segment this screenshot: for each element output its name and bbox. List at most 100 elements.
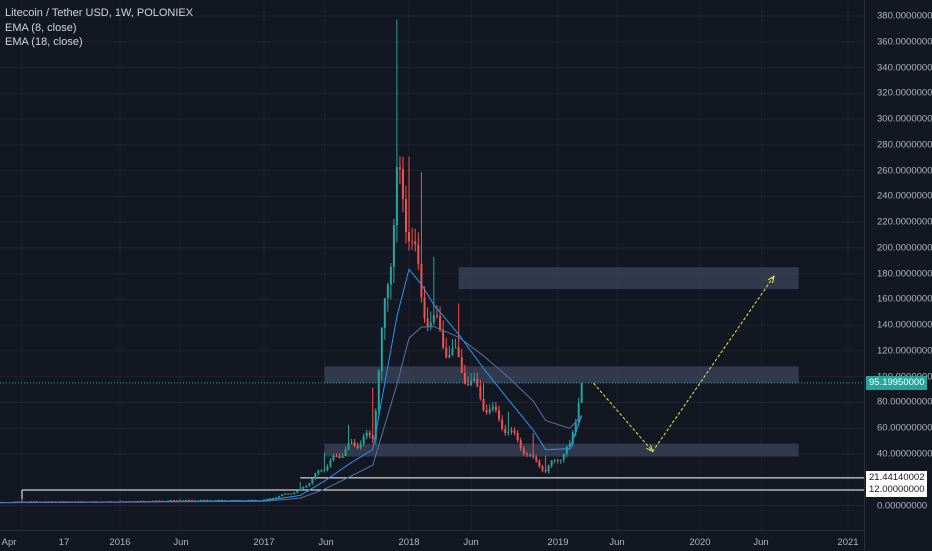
price-tick-label: 200.00000000 <box>877 242 932 254</box>
candle-body <box>374 410 377 440</box>
candle-body <box>221 499 223 501</box>
candle-body <box>392 225 395 267</box>
time-tick-label: 2021 <box>837 537 859 548</box>
candle-body <box>296 490 299 493</box>
price-tick-label: 360.00000000 <box>877 36 932 48</box>
candle-body <box>335 455 338 457</box>
candle-body <box>317 470 320 474</box>
candle-body <box>553 459 556 461</box>
horizontal-line-label: 21.44140002 <box>866 470 928 485</box>
candle-body <box>203 499 205 501</box>
candle-body <box>356 445 359 448</box>
candle-body <box>290 493 293 495</box>
candle-body <box>580 382 583 404</box>
ema-fast-indicator[interactable]: EMA (8, close) <box>5 21 77 34</box>
candle-body <box>494 406 497 411</box>
candle-body <box>275 497 278 499</box>
candle-body <box>371 435 374 440</box>
price-tick-label: 320.00000000 <box>877 87 932 99</box>
candle-body <box>200 500 202 502</box>
candle-body <box>408 231 410 242</box>
time-tick-label: 17 <box>58 537 70 548</box>
candle-body <box>565 446 568 454</box>
candle-body <box>426 318 429 327</box>
candle-body <box>368 432 371 436</box>
candle-body <box>338 456 341 458</box>
candle-body <box>314 473 317 479</box>
candle-body <box>395 167 398 226</box>
candle-body <box>308 483 311 486</box>
candle-body <box>380 328 383 371</box>
candle-body <box>420 263 423 298</box>
price-axis[interactable]: 380.00000000 360.00000000 340.00000000 320.… <box>864 0 932 550</box>
candle-body <box>491 406 494 410</box>
price-tick-label: 140.00000000 <box>877 319 932 331</box>
price-tick-label: 60.00000000 <box>877 422 932 434</box>
candle-body <box>218 499 220 501</box>
projection-arrowhead <box>646 444 654 453</box>
candle-body <box>173 500 175 502</box>
candle-body <box>541 466 544 471</box>
candle-body <box>323 469 326 471</box>
candle-body <box>454 347 457 349</box>
candle-body <box>206 499 208 501</box>
candle-body <box>516 432 519 441</box>
candle-body <box>504 428 507 434</box>
time-tick-label: 2019 <box>547 537 569 548</box>
candle-body <box>460 357 463 373</box>
symbol-title[interactable]: Litecoin / Tether USD, 1W, POLONIEX <box>5 7 194 19</box>
candle-body <box>341 456 344 458</box>
candle-body <box>442 329 445 348</box>
price-tick-label: 260.00000000 <box>877 165 932 177</box>
time-tick-label: 2018 <box>398 537 420 548</box>
candle-body <box>466 383 469 386</box>
candle-body <box>482 398 485 410</box>
candle-body <box>350 442 353 444</box>
ema-slow-indicator[interactable]: EMA (18, close) <box>5 36 83 48</box>
price-tick-label: 80.00000000 <box>877 396 932 408</box>
time-axis[interactable]: Apr 17 2016 Jun 2017 Jun 2018 Jun 2019 Jun 2020 Jun… <box>0 530 864 551</box>
candle-body <box>568 443 571 447</box>
price-tick-label: 300.00000000 <box>877 113 932 125</box>
candle-body <box>574 422 577 433</box>
price-tick-label: 380.00000000 <box>877 10 932 22</box>
candle-body <box>538 460 541 467</box>
price-tick-label: 220.00000000 <box>877 216 932 228</box>
candle-body <box>404 198 407 232</box>
time-tick-label: 2020 <box>689 537 711 548</box>
candle-body <box>191 500 193 502</box>
candle-body <box>155 500 157 502</box>
candle-body <box>383 298 386 329</box>
candle-body <box>299 488 302 491</box>
candle-body <box>485 409 488 413</box>
candle-body <box>377 370 380 411</box>
candle-body <box>507 432 510 434</box>
candle-body <box>401 168 404 199</box>
candle-body <box>362 436 365 444</box>
candle-body <box>326 466 329 470</box>
candle-body <box>532 454 535 457</box>
candle-body <box>429 322 432 327</box>
candle-body <box>278 496 281 498</box>
support-resistance-zone <box>324 366 799 384</box>
time-tick-label: 2016 <box>109 537 131 548</box>
time-tick-label: 2017 <box>253 537 275 548</box>
candle-body <box>571 432 574 444</box>
price-tick-label: 280.00000000 <box>877 139 932 151</box>
candle-body <box>332 455 335 461</box>
candle-body <box>522 448 525 454</box>
time-tick-label: Jun <box>753 537 769 548</box>
projection-arrowhead <box>767 275 775 284</box>
candle-body <box>287 493 290 495</box>
price-tick-label: 240.00000000 <box>877 190 932 202</box>
candle-body <box>556 459 559 461</box>
candle-body <box>457 347 460 358</box>
candle-body <box>577 403 580 423</box>
candle-body <box>559 459 562 461</box>
candle-body <box>535 456 538 461</box>
candle-body <box>293 492 296 494</box>
current-price-label: 95.19950000 <box>866 375 928 390</box>
candle-body <box>476 378 479 386</box>
